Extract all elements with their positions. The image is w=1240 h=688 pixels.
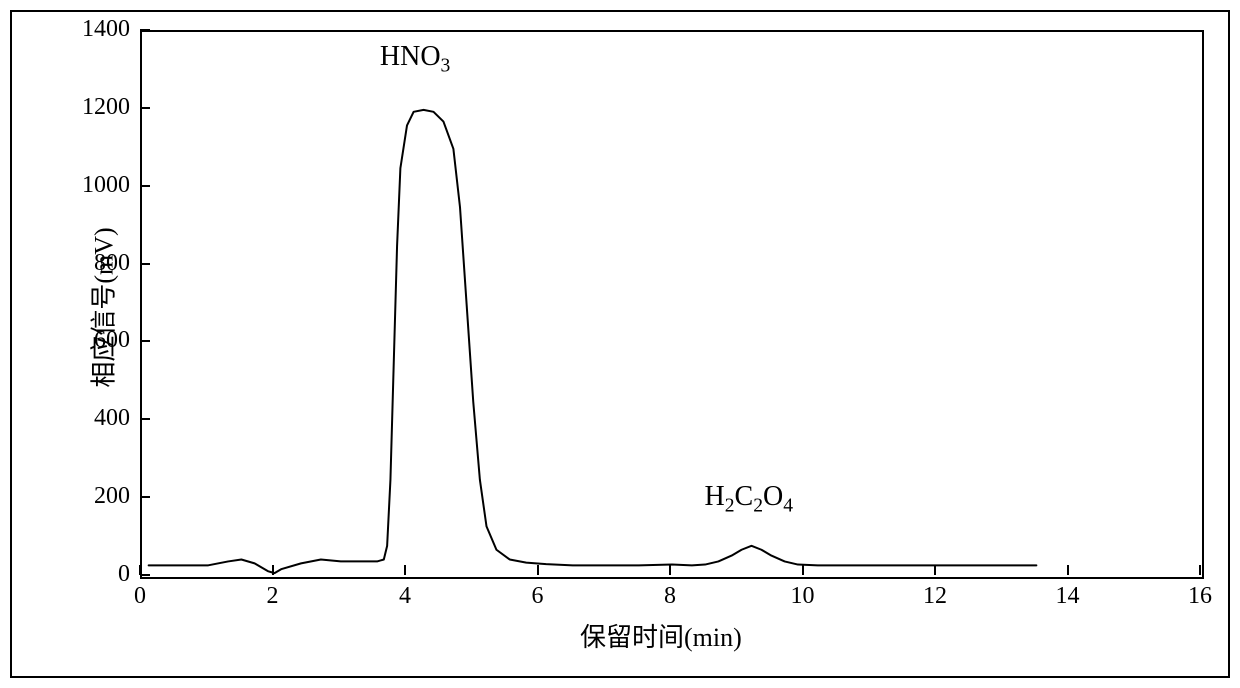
chromatogram-curve bbox=[142, 32, 1202, 577]
y-tick bbox=[140, 418, 150, 420]
x-tick-label: 10 bbox=[783, 583, 823, 610]
x-tick bbox=[669, 565, 671, 575]
peak-label: H2C2O4 bbox=[705, 481, 794, 518]
x-tick-label: 12 bbox=[915, 583, 955, 610]
x-tick bbox=[934, 565, 936, 575]
x-tick-label: 0 bbox=[120, 583, 160, 610]
x-tick bbox=[1199, 565, 1201, 575]
x-tick bbox=[802, 565, 804, 575]
y-tick-label: 600 bbox=[60, 327, 130, 354]
y-tick bbox=[140, 340, 150, 342]
y-tick bbox=[140, 107, 150, 109]
x-tick-label: 6 bbox=[518, 583, 558, 610]
y-tick bbox=[140, 263, 150, 265]
x-tick bbox=[537, 565, 539, 575]
y-tick bbox=[140, 496, 150, 498]
y-tick-label: 1200 bbox=[60, 94, 130, 121]
x-tick-label: 16 bbox=[1180, 583, 1220, 610]
x-tick-label: 2 bbox=[253, 583, 293, 610]
x-tick bbox=[1067, 565, 1069, 575]
y-tick-label: 200 bbox=[60, 483, 130, 510]
x-tick-label: 8 bbox=[650, 583, 690, 610]
y-tick bbox=[140, 29, 150, 31]
y-tick bbox=[140, 574, 150, 576]
y-tick-label: 800 bbox=[60, 250, 130, 277]
y-tick bbox=[140, 185, 150, 187]
peak-label: HNO3 bbox=[380, 41, 450, 78]
chromatogram-chart: 相应信号(mV) 保留时间(min) 020040060080010001200… bbox=[0, 0, 1240, 688]
y-tick-label: 400 bbox=[60, 405, 130, 432]
x-axis-label: 保留时间(min) bbox=[580, 617, 742, 654]
x-tick-label: 14 bbox=[1048, 583, 1088, 610]
y-tick-label: 1400 bbox=[60, 16, 130, 43]
plot-area bbox=[140, 30, 1204, 579]
x-tick-label: 4 bbox=[385, 583, 425, 610]
x-tick bbox=[272, 565, 274, 575]
y-tick-label: 1000 bbox=[60, 172, 130, 199]
x-tick bbox=[404, 565, 406, 575]
x-tick bbox=[139, 565, 141, 575]
